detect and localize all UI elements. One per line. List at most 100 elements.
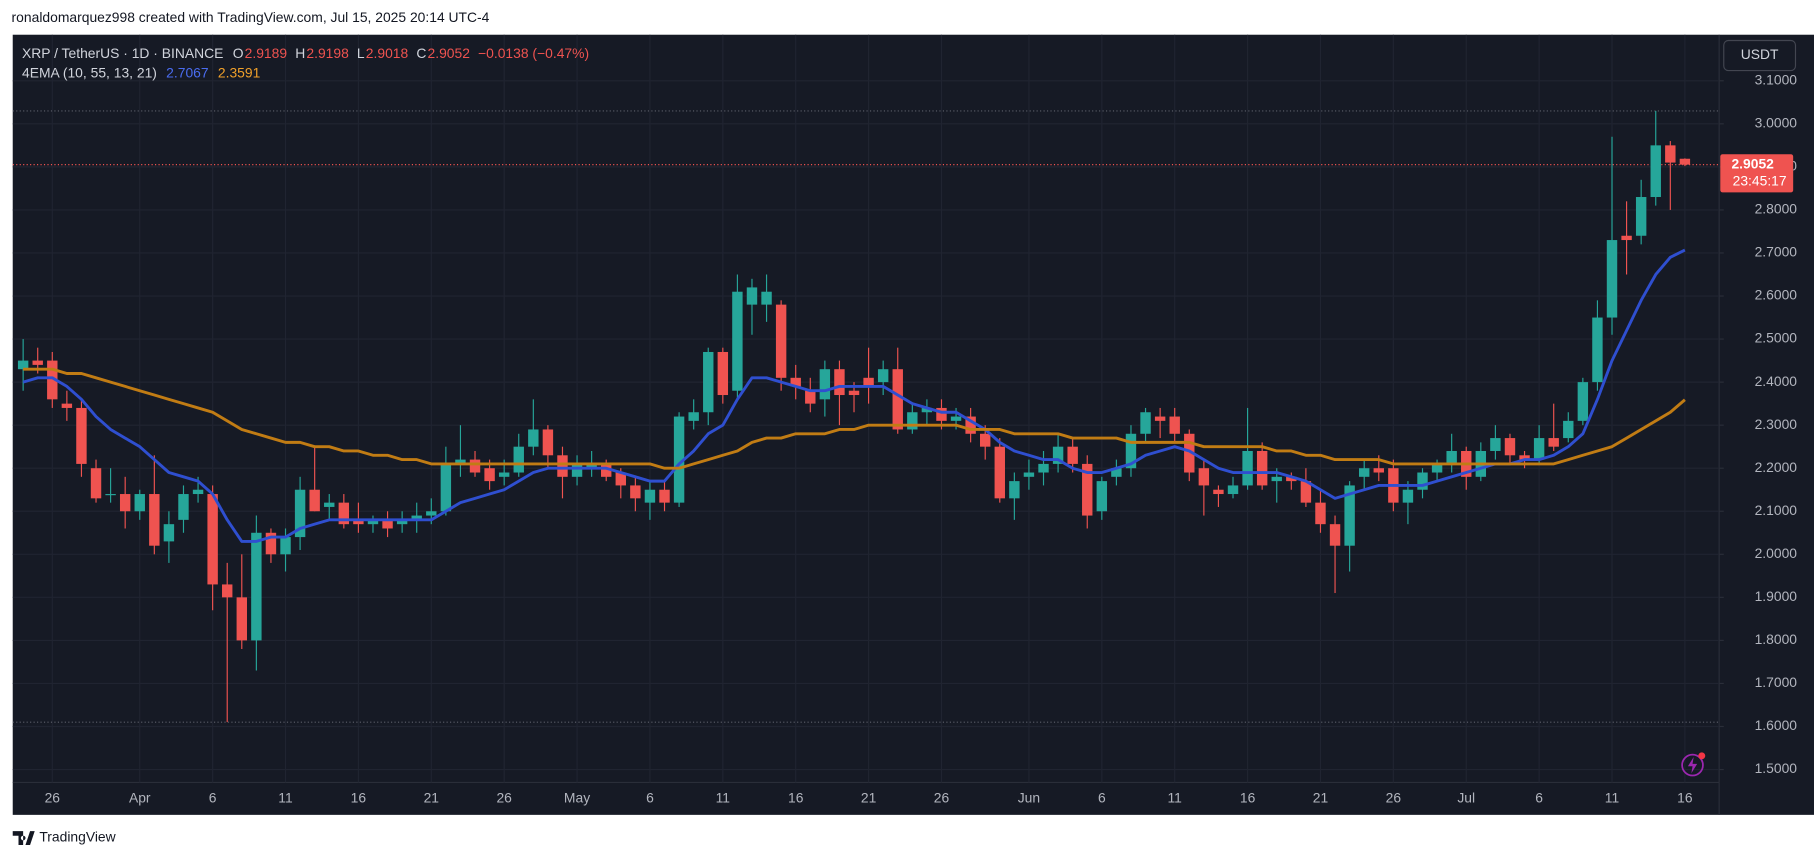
candle-body <box>426 511 437 516</box>
ema-line <box>23 367 1686 470</box>
indicator-value: 2.7067 <box>166 65 209 81</box>
candle-body <box>1329 524 1341 546</box>
x-tick-label: 26 <box>934 789 950 805</box>
ohlc-letter: H <box>295 45 305 61</box>
candle-body <box>1198 468 1210 486</box>
candle-body <box>528 429 539 447</box>
y-tick-label: 2.3000 <box>1755 416 1798 432</box>
candle-body <box>805 390 816 404</box>
ohlc-letter: L <box>357 45 365 61</box>
candle-body <box>703 351 714 413</box>
price-tag <box>1720 154 1794 193</box>
candle-body <box>484 468 495 482</box>
candle-body <box>1490 438 1501 451</box>
x-tick-label: 6 <box>209 789 217 805</box>
candle-body <box>659 489 670 503</box>
candle-body <box>950 416 962 421</box>
price-tag-countdown: 23:45:17 <box>1733 173 1787 189</box>
candle-body <box>1504 438 1516 456</box>
currency[interactable]: USDT <box>1741 46 1779 62</box>
brand-name: TradingView <box>39 829 116 845</box>
candle-body <box>324 502 335 507</box>
candle-body <box>1023 472 1035 477</box>
indicator-value: 2.3591 <box>218 65 261 81</box>
candle-body <box>819 369 831 400</box>
y-tick-label: 2.1000 <box>1755 502 1798 518</box>
candle-body <box>280 537 291 555</box>
candle-body <box>630 485 641 499</box>
candle-body <box>1140 412 1151 434</box>
candle-body <box>732 291 743 391</box>
x-tick-label: 11 <box>1605 789 1620 805</box>
y-tick-label: 1.8000 <box>1755 631 1798 647</box>
candle-body <box>1227 485 1239 495</box>
x-tick-label: 21 <box>1313 789 1329 805</box>
x-tick-label: 6 <box>646 789 654 805</box>
candle-body <box>1082 463 1093 516</box>
candle-body <box>353 519 364 525</box>
candle-body <box>994 446 1005 499</box>
candle-body <box>877 369 889 383</box>
candle-body <box>309 489 320 512</box>
credit: ronaldomarquez998 created with TradingVi… <box>12 9 490 25</box>
candle-body <box>1417 472 1428 490</box>
x-tick-label: 26 <box>496 789 512 805</box>
candle-body <box>1067 446 1078 464</box>
y-tick-label: 2.5000 <box>1755 330 1798 346</box>
candle-body <box>1519 455 1530 460</box>
candle-body <box>673 416 685 503</box>
candle-body <box>775 304 787 378</box>
candle-body <box>542 429 554 456</box>
candle-body <box>251 532 262 641</box>
x-tick-label: Jul <box>1457 789 1475 805</box>
candle-body <box>1009 481 1020 499</box>
candle-body <box>382 519 393 529</box>
candle-body <box>571 463 583 477</box>
candle-body <box>1096 481 1108 512</box>
candle-body <box>921 407 933 413</box>
change: −0.0138 (−0.47%) <box>478 45 589 61</box>
candle-body <box>1533 438 1545 460</box>
candle-body <box>936 407 947 421</box>
candle-body <box>61 403 73 408</box>
candle-body <box>1038 463 1049 473</box>
currency-button[interactable] <box>1723 39 1797 72</box>
x-tick-label: 26 <box>1386 789 1402 805</box>
y-tick-label: 2.0000 <box>1755 545 1798 561</box>
y-tick-label: 2.8000 <box>1755 201 1798 217</box>
symbol: XRP / TetherUS · 1D · BINANCE <box>22 45 223 61</box>
indicator-name: 4EMA (10, 55, 13, 21) <box>22 65 157 81</box>
candle-body <box>848 390 860 396</box>
candle-body <box>965 416 976 434</box>
y-tick-label: 2.7000 <box>1755 244 1798 260</box>
candle-body <box>557 455 568 477</box>
candle-body <box>1184 433 1195 473</box>
candle-body <box>1052 446 1064 464</box>
candle-body <box>222 584 233 598</box>
candle-body <box>149 494 160 546</box>
candle-body <box>411 515 422 520</box>
candle-body <box>47 360 58 400</box>
candle-body <box>207 494 218 585</box>
x-tick-label: 16 <box>351 789 367 805</box>
candle-body <box>1315 502 1326 525</box>
candle-body <box>1592 317 1603 383</box>
y-tick-label: 2.6000 <box>1755 287 1798 303</box>
x-tick-label: May <box>564 789 590 805</box>
candle-body <box>1621 235 1632 241</box>
candle-body <box>1679 158 1691 165</box>
y-tick-label: 2.4000 <box>1755 373 1798 389</box>
candle-body <box>1344 485 1355 546</box>
ema-line <box>22 248 1686 543</box>
y-tick-label: 1.5000 <box>1755 760 1798 776</box>
candle-body <box>134 494 145 512</box>
candle-body <box>892 369 903 430</box>
candle-body <box>644 489 656 503</box>
x-tick-label: 21 <box>424 789 440 805</box>
candle-body <box>863 377 874 387</box>
alert-icon[interactable] <box>1681 752 1706 777</box>
candle-body <box>119 494 131 512</box>
candle-body <box>455 459 466 464</box>
candle-body <box>1213 489 1224 495</box>
